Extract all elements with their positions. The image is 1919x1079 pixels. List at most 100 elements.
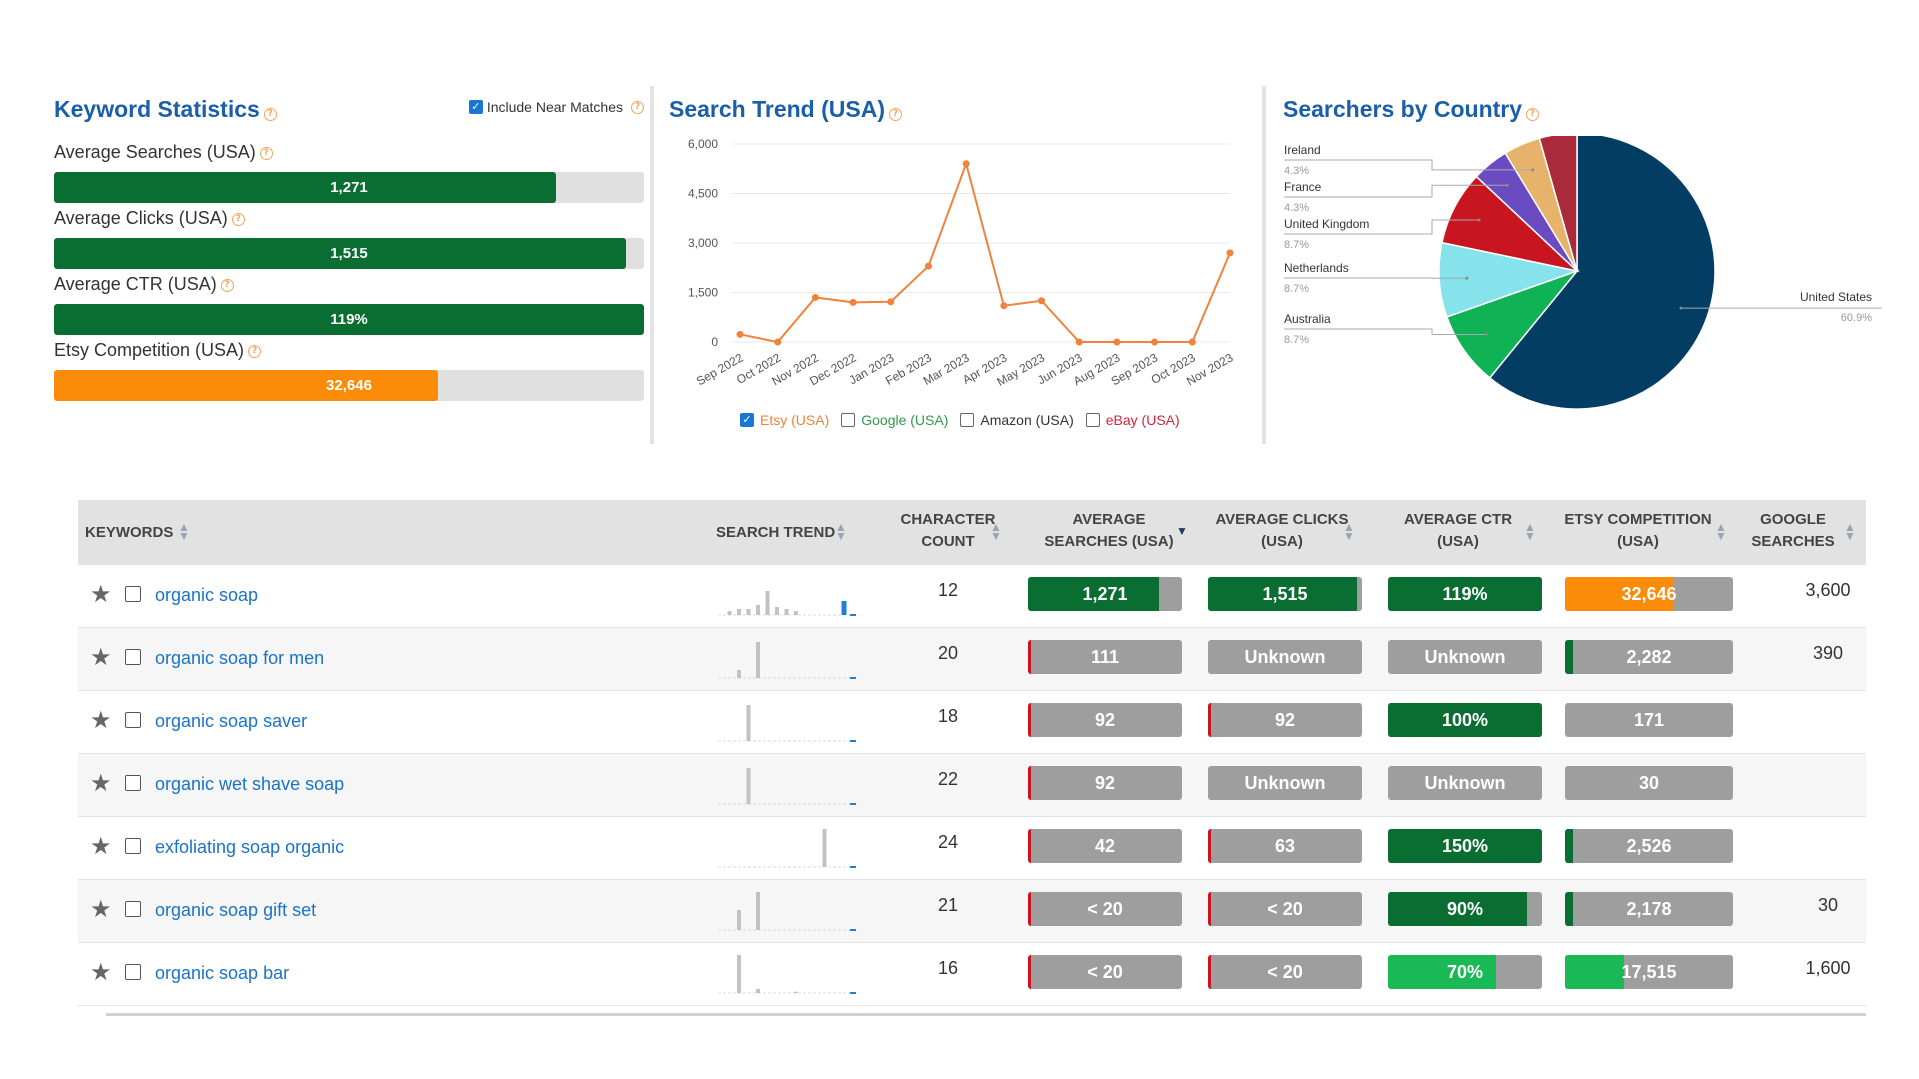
keyword-link[interactable]: organic soap for men (155, 648, 325, 668)
checkbox-checked-icon[interactable]: ✓ (740, 413, 754, 427)
data-point[interactable] (849, 298, 857, 306)
row-checkbox[interactable] (125, 964, 141, 980)
country-pie-chart: United States 60.9% Australia 8.7% Netherlan… (1284, 136, 1882, 410)
star-icon[interactable]: ★ (90, 833, 112, 860)
col-keywords[interactable]: KEYWORDS (85, 522, 173, 544)
col-average-ctr[interactable]: AVERAGE CTR (USA) (1378, 509, 1538, 553)
data-point[interactable] (1075, 338, 1083, 346)
star-icon[interactable]: ★ (90, 770, 112, 797)
checkbox-icon[interactable] (1085, 413, 1100, 427)
comp-value: 171 (1633, 710, 1665, 730)
sort-icon[interactable]: ▲ ▼ (1343, 520, 1355, 543)
clicks-bar: < 20 (1208, 955, 1362, 989)
help-icon[interactable]: ? (220, 278, 234, 292)
help-icon[interactable]: ? (263, 108, 277, 121)
col-average-clicks[interactable]: AVERAGE CLICKS (USA) (1200, 509, 1364, 553)
ctr-value: 150% (1441, 836, 1489, 856)
comp-bar: 2,178 (1565, 892, 1733, 926)
legend-label: Google (USA) (861, 412, 949, 428)
data-point[interactable] (1188, 338, 1196, 346)
sort-desc-icon[interactable]: ▼ (1176, 524, 1188, 538)
sort-icon[interactable]: ▲ ▼ (1715, 520, 1727, 543)
col-character-count[interactable]: CHARACTER COUNT (878, 509, 1018, 553)
sparkline-current-marker (850, 866, 856, 868)
help-icon[interactable]: ? (889, 108, 902, 121)
row-checkbox[interactable] (125, 649, 141, 665)
stat-value: 1,271 (330, 179, 368, 196)
sort-icon[interactable]: ▲ ▼ (1524, 520, 1536, 543)
keyword-link[interactable]: exfoliating soap organic (155, 837, 345, 857)
sparkline-bar (784, 609, 789, 615)
pie-leader-line (1284, 159, 1533, 171)
col-search-trend[interactable]: SEARCH TREND (716, 522, 835, 544)
star-icon[interactable]: ★ (90, 581, 112, 608)
row-checkbox[interactable] (125, 775, 141, 791)
pie-slice[interactable] (1538, 136, 1578, 272)
keyword-link[interactable]: organic soap (155, 585, 259, 605)
star-icon[interactable]: ★ (90, 959, 112, 986)
data-point[interactable] (1226, 249, 1234, 257)
google-searches: 30 (1817, 895, 1839, 915)
help-icon[interactable]: ? (248, 344, 262, 358)
star-icon[interactable]: ★ (90, 644, 112, 671)
col-google-searches[interactable]: GOOGLE SEARCHES (1738, 509, 1848, 553)
legend-item[interactable]: ✓ Etsy (USA) (740, 412, 829, 428)
col-average-searches[interactable]: AVERAGE SEARCHES (USA) (1028, 509, 1190, 553)
sort-icon[interactable]: ▲ ▼ (178, 520, 190, 543)
help-icon[interactable]: ? (631, 100, 644, 114)
legend-item[interactable]: Amazon (USA) (960, 412, 1074, 428)
row-checkbox[interactable] (125, 901, 141, 917)
checkbox-icon[interactable] (960, 413, 975, 427)
keyword-link[interactable]: organic wet shave soap (155, 774, 345, 794)
data-point[interactable] (736, 330, 744, 338)
stat-bar-fill (54, 172, 556, 203)
keyword-link[interactable]: organic soap gift set (155, 900, 317, 920)
legend-item[interactable]: eBay (USA) (1085, 412, 1180, 428)
data-point[interactable] (774, 338, 782, 346)
data-point[interactable] (1151, 338, 1159, 346)
data-point[interactable] (811, 293, 819, 301)
clicks-value: < 20 (1267, 962, 1303, 982)
help-icon[interactable]: ? (231, 212, 245, 226)
data-point[interactable] (1000, 302, 1008, 310)
sort-icon[interactable]: ▲ ▼ (835, 520, 847, 543)
pie-slice[interactable] (1488, 136, 1716, 410)
help-icon[interactable]: ? (259, 146, 273, 160)
row-checkbox[interactable] (125, 586, 141, 602)
pie-leader-dot (1477, 218, 1481, 222)
searches-bar: 92 (1028, 766, 1182, 800)
row-checkbox[interactable] (125, 838, 141, 854)
character-count: 22 (937, 769, 959, 789)
character-count: 20 (937, 643, 959, 663)
checkbox-icon[interactable] (841, 413, 856, 427)
col-average-ctr-line2: (USA) (1437, 533, 1479, 550)
clicks-bar-fill (1208, 577, 1358, 611)
legend-item[interactable]: Google (USA) (841, 412, 948, 428)
star-icon[interactable]: ★ (90, 707, 112, 734)
table-row: ★ organic soap 12 1,271 1,515 119% 32,64… (78, 565, 1866, 628)
row-checkbox[interactable] (125, 712, 141, 728)
help-icon[interactable]: ? (1526, 108, 1540, 121)
y-tick-label: 3,000 (688, 236, 718, 250)
data-point[interactable] (1038, 297, 1046, 305)
include-near-matches-toggle[interactable]: ✓ Include Near Matches ? (468, 99, 644, 115)
keyword-link[interactable]: organic soap bar (155, 963, 290, 983)
data-point[interactable] (1113, 338, 1121, 346)
checkbox-checked-icon[interactable]: ✓ (468, 100, 483, 114)
comp-bar: 171 (1565, 703, 1733, 737)
keyword-link[interactable]: organic soap saver (155, 711, 308, 731)
data-point[interactable] (887, 298, 895, 306)
data-point[interactable] (924, 262, 932, 270)
col-etsy-competition[interactable]: ETSY COMPETITION (USA) (1548, 509, 1728, 553)
sort-icon[interactable]: ▲ ▼ (1844, 520, 1856, 543)
stat-bar: 119% (54, 304, 644, 335)
comp-value: 2,526 (1626, 836, 1672, 856)
ctr-value: 119% (1442, 584, 1488, 604)
sparkline-bar (765, 591, 770, 615)
table-row: ★ organic soap for men 20 111 Unknown Un… (78, 628, 1866, 691)
table-row: ★ organic soap bar 16 < 20 < 20 70% 17,5… (78, 943, 1866, 1006)
panel-divider (650, 86, 654, 444)
sort-icon[interactable]: ▲ ▼ (990, 520, 1002, 543)
star-icon[interactable]: ★ (90, 896, 112, 923)
data-point[interactable] (962, 160, 970, 168)
